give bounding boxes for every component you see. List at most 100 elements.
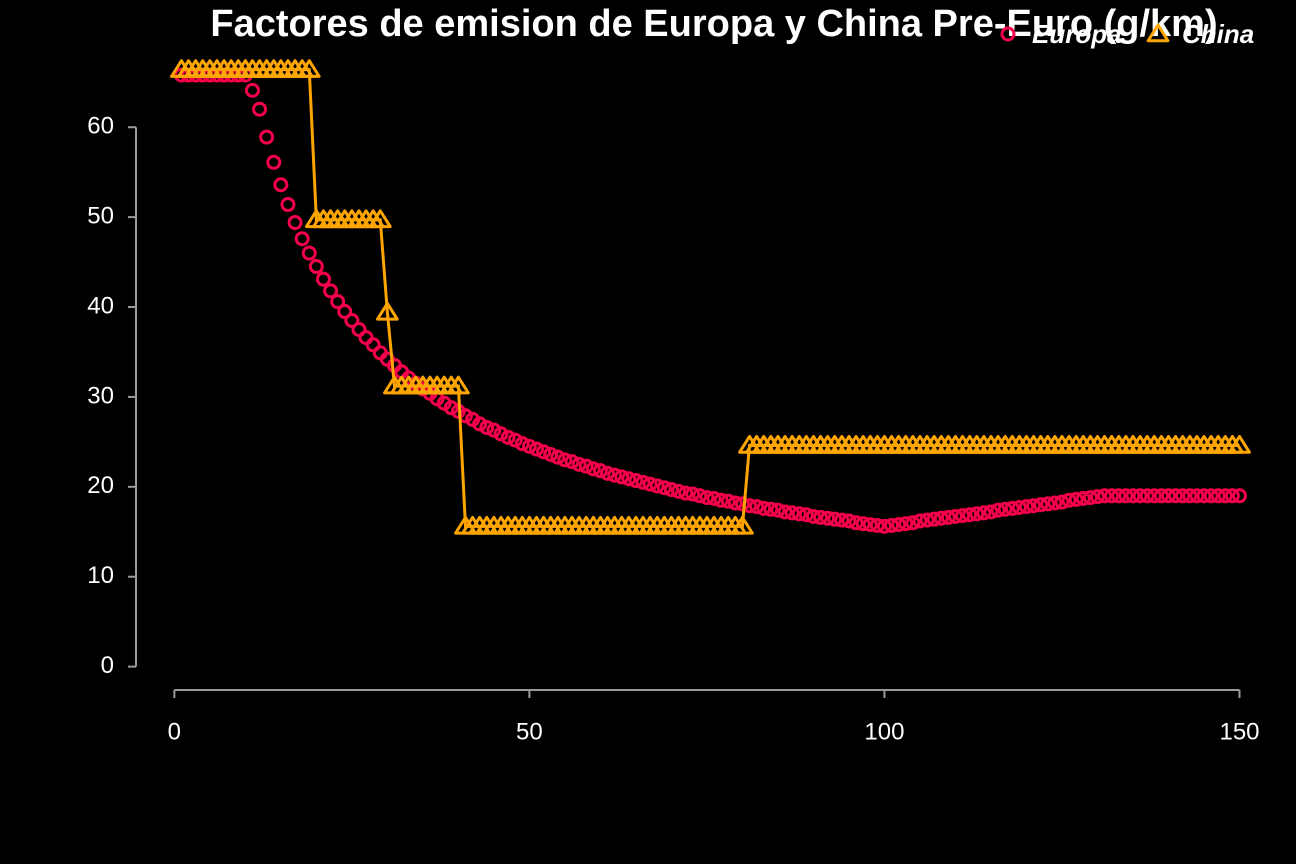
point — [1217, 488, 1233, 504]
point — [848, 515, 864, 531]
legend-label: Europa — [1032, 19, 1122, 49]
point — [1061, 492, 1077, 508]
point — [585, 461, 601, 477]
point — [1210, 488, 1226, 504]
point — [969, 506, 985, 522]
point — [1153, 488, 1169, 504]
point — [614, 469, 630, 485]
point — [500, 429, 516, 445]
point — [898, 516, 914, 532]
point — [940, 509, 956, 525]
point — [990, 502, 1006, 518]
point — [862, 517, 878, 533]
point — [1125, 488, 1141, 504]
point — [543, 446, 559, 462]
point — [749, 499, 765, 515]
point — [1228, 434, 1251, 454]
point — [784, 505, 800, 521]
point — [266, 154, 282, 170]
point — [649, 478, 665, 494]
point — [642, 476, 658, 492]
point — [834, 512, 850, 528]
x-tick-label: 0 — [168, 718, 181, 745]
point — [805, 508, 821, 524]
point — [933, 510, 949, 526]
point — [713, 492, 729, 508]
point — [962, 507, 978, 523]
point — [1082, 490, 1098, 506]
point — [912, 513, 928, 529]
point — [919, 512, 935, 528]
point — [1040, 496, 1056, 512]
point — [1097, 488, 1113, 504]
point — [983, 504, 999, 520]
point — [301, 245, 317, 261]
point — [947, 508, 963, 524]
point — [600, 465, 616, 481]
y-tick-label: 30 — [87, 382, 114, 409]
point — [273, 177, 289, 193]
point — [1047, 495, 1063, 511]
point — [578, 458, 594, 474]
point — [876, 518, 892, 534]
point — [252, 101, 268, 117]
point — [1196, 488, 1212, 504]
point — [699, 490, 715, 506]
point — [720, 493, 736, 509]
point — [905, 515, 921, 531]
point — [1139, 488, 1155, 504]
point — [1146, 488, 1162, 504]
point — [358, 330, 374, 346]
point — [1203, 488, 1219, 504]
point — [813, 509, 829, 525]
point — [1160, 488, 1176, 504]
point — [557, 452, 573, 468]
point — [536, 444, 552, 460]
point — [521, 438, 537, 454]
point — [259, 129, 275, 145]
point — [323, 283, 339, 299]
point — [976, 505, 992, 521]
point — [869, 517, 885, 533]
point — [628, 473, 644, 489]
point — [1168, 488, 1184, 504]
point — [798, 507, 814, 523]
point — [1018, 499, 1034, 515]
point — [731, 515, 754, 535]
legend-marker — [1000, 26, 1016, 42]
point — [1182, 488, 1198, 504]
point — [330, 294, 346, 310]
chart-title: Factores de emision de Europa y China Pr… — [210, 3, 1217, 45]
point — [997, 501, 1013, 517]
y-tick-label: 0 — [101, 652, 114, 679]
point — [280, 197, 296, 213]
point — [1132, 488, 1148, 504]
point — [1089, 489, 1105, 505]
point — [955, 508, 971, 524]
point — [1054, 494, 1070, 510]
legend-marker — [1146, 23, 1170, 43]
point — [827, 511, 843, 527]
point — [1111, 488, 1127, 504]
series-line — [181, 68, 1240, 528]
x-tick-label: 150 — [1219, 718, 1259, 745]
point — [791, 506, 807, 522]
y-tick-label: 20 — [87, 472, 114, 499]
point — [692, 488, 708, 504]
point — [1189, 488, 1205, 504]
point — [344, 313, 360, 329]
point — [891, 517, 907, 533]
point — [375, 301, 399, 321]
point — [727, 495, 743, 511]
point — [564, 454, 580, 470]
point — [571, 456, 587, 472]
point — [315, 271, 331, 287]
point — [479, 419, 495, 435]
point — [671, 483, 687, 499]
point — [926, 511, 942, 527]
point — [820, 510, 836, 526]
point — [1004, 500, 1020, 516]
point — [1224, 488, 1240, 504]
